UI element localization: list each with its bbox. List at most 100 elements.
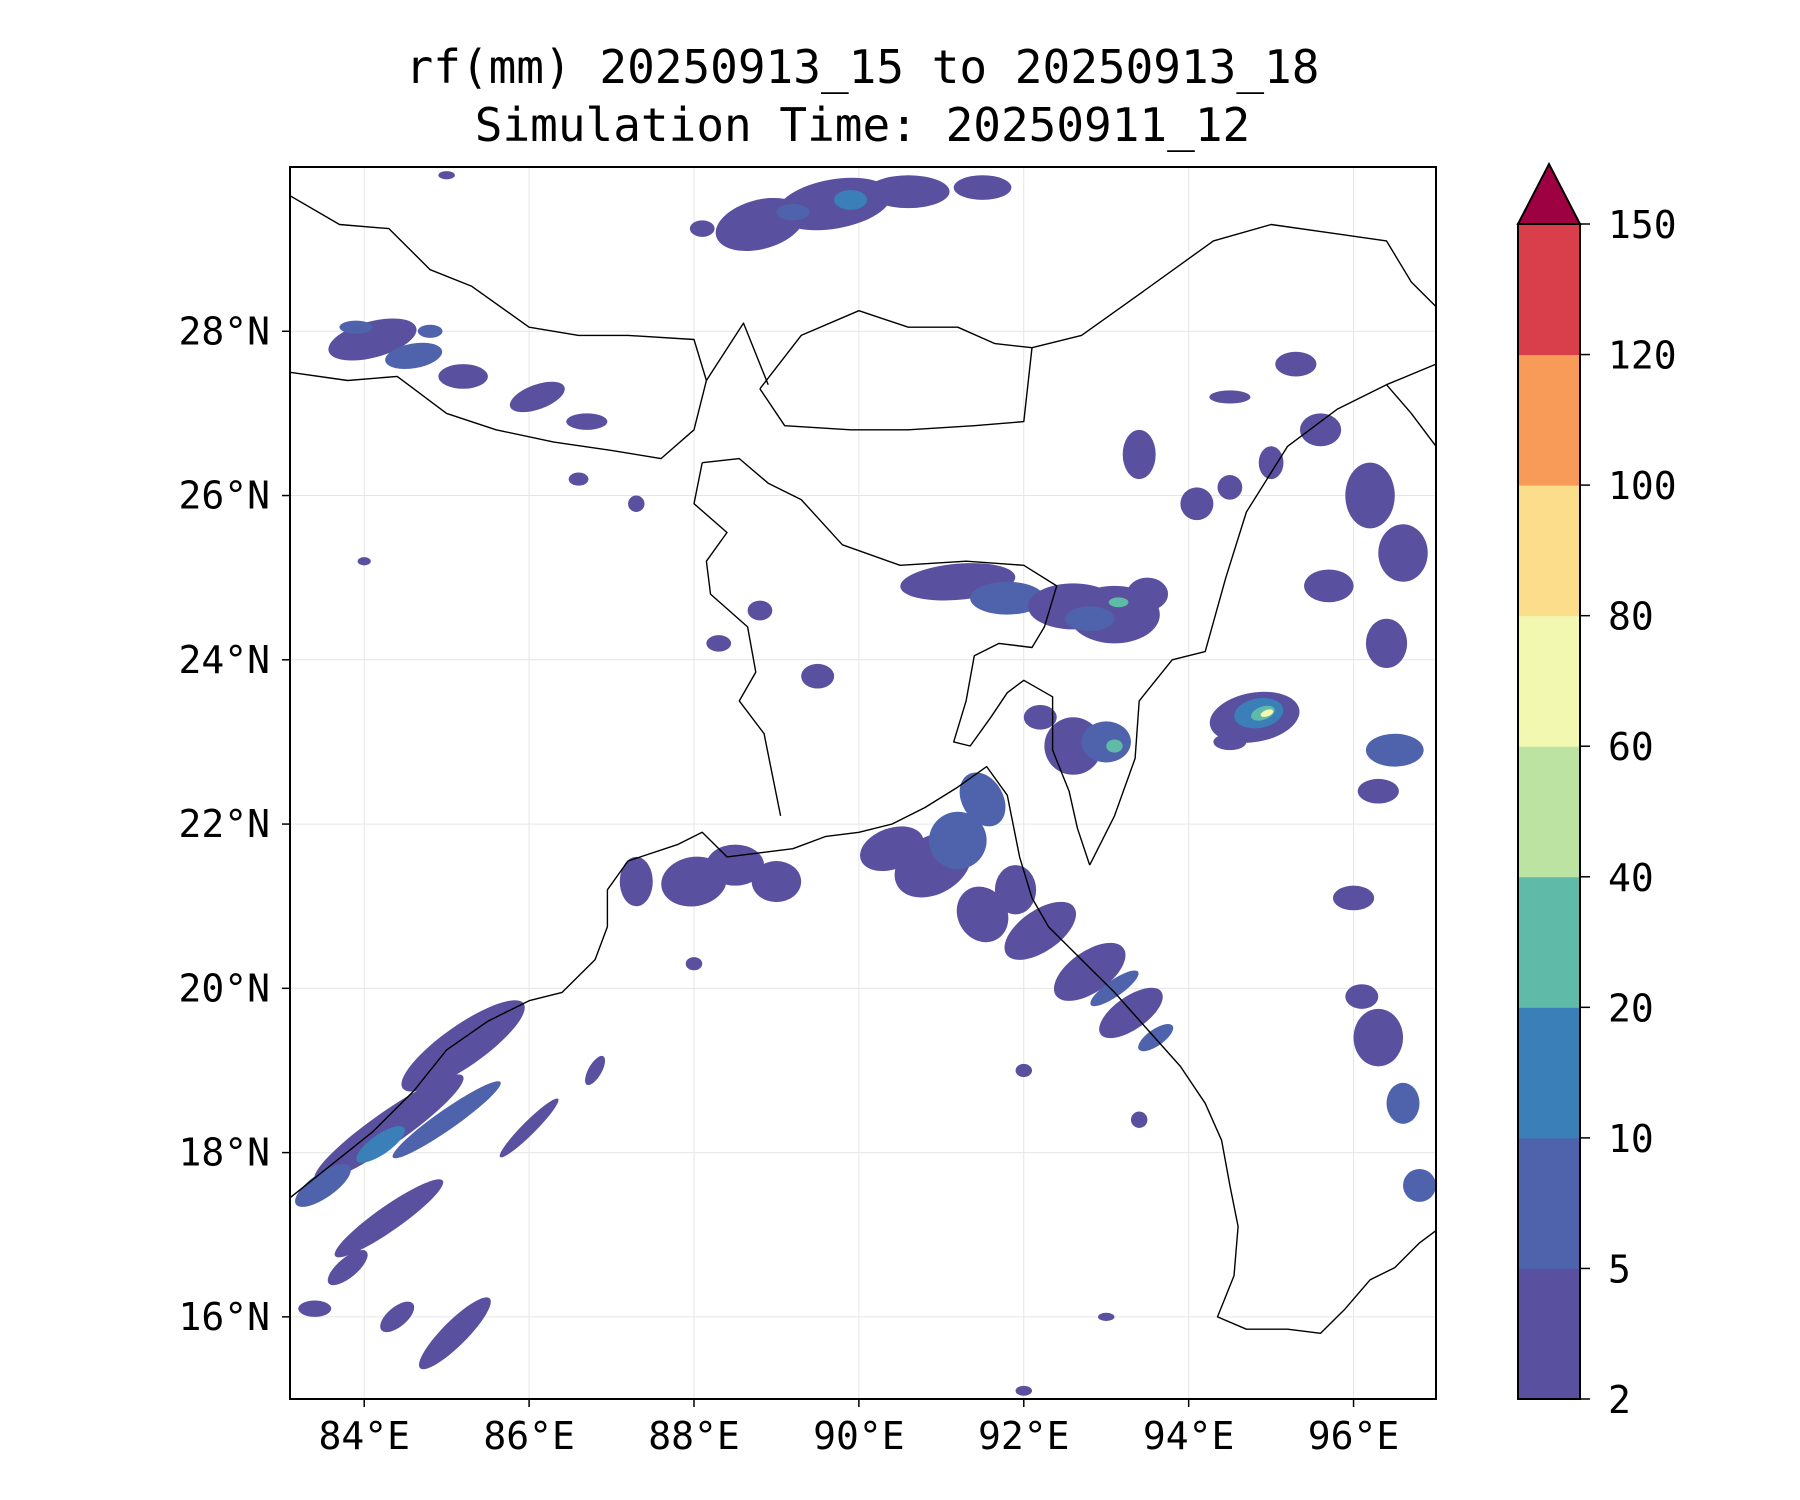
rain-cell bbox=[1122, 429, 1156, 480]
colorbar-label: 100 bbox=[1608, 464, 1677, 508]
rain-cell bbox=[1108, 597, 1129, 608]
x-tick-label: 84°E bbox=[318, 1414, 410, 1458]
y-tick-label: 16°N bbox=[178, 1295, 270, 1339]
rain-cell bbox=[566, 413, 608, 430]
rain-cell bbox=[1213, 733, 1247, 751]
longitude-ticks: 84°E 86°E 88°E 90°E 92°E 94°E 96°E bbox=[318, 1399, 1399, 1458]
rain-cell bbox=[1023, 704, 1057, 730]
arunachal-border bbox=[1031, 223, 1436, 349]
y-tick-label: 18°N bbox=[178, 1131, 270, 1175]
rain-cell bbox=[970, 581, 1045, 615]
rain-cell bbox=[1138, 1024, 1174, 1052]
rain-cell bbox=[356, 1125, 405, 1163]
colorbar-label: 2 bbox=[1608, 1378, 1631, 1422]
rain-cell bbox=[1378, 524, 1428, 582]
colorbar-segment bbox=[1518, 876, 1580, 1008]
rain-cell bbox=[314, 1074, 464, 1182]
rain-cell bbox=[509, 381, 565, 413]
rain-cell bbox=[1357, 778, 1399, 804]
y-tick-label: 28°N bbox=[178, 309, 270, 353]
x-tick-label: 96°E bbox=[1308, 1414, 1400, 1458]
bangladesh-west-border bbox=[693, 462, 782, 817]
rain-cell bbox=[1126, 577, 1169, 611]
rain-cell bbox=[1015, 1063, 1033, 1078]
rain-cell bbox=[327, 1249, 368, 1286]
rain-cell bbox=[295, 1164, 351, 1207]
rain-cell bbox=[959, 772, 1006, 827]
colorbar-segment bbox=[1518, 746, 1580, 878]
rain-cell bbox=[1299, 413, 1342, 447]
rain-cell bbox=[751, 861, 802, 903]
rain-cell bbox=[685, 957, 703, 971]
rain-cell bbox=[417, 324, 443, 338]
plot-title: rf(mm) 20250913_15 to 20250913_18 Simula… bbox=[290, 38, 1435, 154]
rain-cell bbox=[776, 203, 810, 221]
bangladesh-east-border bbox=[702, 457, 1091, 866]
rain-cell bbox=[298, 1300, 332, 1317]
x-tick-label: 92°E bbox=[978, 1414, 1070, 1458]
colorbar-segment bbox=[1518, 485, 1580, 617]
rain-cell bbox=[1106, 739, 1123, 753]
rain-cell bbox=[1345, 984, 1379, 1009]
coastlines-and-borders bbox=[290, 195, 1436, 1334]
colorbar-extend-arrow bbox=[1516, 161, 1582, 225]
rain-cell bbox=[619, 856, 653, 907]
rain-cell bbox=[1403, 1169, 1436, 1202]
colorbar-frame bbox=[1517, 223, 1581, 1400]
y-tick-label: 26°N bbox=[178, 474, 270, 518]
rain-cell bbox=[956, 886, 1009, 943]
myanmar-north-border bbox=[1385, 384, 1436, 447]
myanmar-west-border bbox=[1089, 363, 1436, 866]
rain-cell bbox=[401, 1000, 525, 1092]
rain-cell bbox=[1180, 487, 1214, 521]
rain-cell bbox=[1345, 462, 1395, 529]
rain-cell bbox=[499, 1098, 559, 1158]
colorbar-label: 40 bbox=[1608, 856, 1654, 900]
x-tick-label: 86°E bbox=[483, 1414, 575, 1458]
colorbar-label: 20 bbox=[1608, 986, 1654, 1030]
colorbar-label: 10 bbox=[1608, 1117, 1654, 1161]
rain-cell bbox=[834, 189, 868, 210]
latitude-ticks: 28°N 26°N 24°N 22°N 20°N 18°N 16°N bbox=[178, 309, 290, 1339]
rain-cell bbox=[706, 844, 765, 886]
rain-cell bbox=[1217, 475, 1243, 500]
rain-cell bbox=[385, 342, 443, 370]
sikkim-border bbox=[705, 322, 769, 385]
rain-cell bbox=[1258, 446, 1284, 480]
rain-cell bbox=[339, 320, 373, 334]
rain-cell bbox=[628, 495, 645, 512]
rain-cell bbox=[357, 557, 371, 566]
rain-cell bbox=[418, 1297, 491, 1370]
rain-cell bbox=[867, 175, 950, 209]
rain-cell bbox=[334, 1179, 444, 1258]
rain-cell bbox=[928, 811, 987, 870]
title-line-1: rf(mm) 20250913_15 to 20250913_18 bbox=[405, 40, 1320, 94]
colorbar-label: 120 bbox=[1608, 334, 1677, 378]
rain-cell bbox=[1064, 606, 1115, 632]
coastline bbox=[290, 765, 1436, 1334]
rain-cell bbox=[1015, 1385, 1033, 1396]
rain-cell bbox=[1304, 569, 1354, 603]
colorbar: 2 5 10 20 40 60 80 100 120 150 bbox=[1516, 161, 1677, 1422]
colorbar-segment bbox=[1518, 1007, 1580, 1139]
rain-cell bbox=[1209, 390, 1251, 404]
rain-cell bbox=[1090, 970, 1139, 1007]
rain-cell bbox=[380, 1301, 415, 1333]
rain-cell bbox=[438, 364, 488, 389]
colorbar-label: 150 bbox=[1608, 203, 1677, 247]
colorbar-segment bbox=[1518, 1137, 1580, 1269]
rain-cell bbox=[568, 472, 589, 486]
x-tick-label: 88°E bbox=[648, 1414, 740, 1458]
x-tick-label: 94°E bbox=[1143, 1414, 1235, 1458]
colorbar-segment bbox=[1518, 1268, 1580, 1400]
rain-cell bbox=[747, 600, 773, 621]
rain-cell bbox=[1260, 709, 1274, 718]
rain-cell bbox=[953, 175, 1012, 200]
rain-cell bbox=[1053, 942, 1126, 1001]
rain-cell bbox=[1365, 618, 1408, 669]
y-tick-label: 24°N bbox=[178, 638, 270, 682]
colorbar-label: 60 bbox=[1608, 725, 1654, 769]
colorbar-label: 5 bbox=[1608, 1247, 1631, 1291]
colorbar-segment bbox=[1518, 615, 1580, 747]
